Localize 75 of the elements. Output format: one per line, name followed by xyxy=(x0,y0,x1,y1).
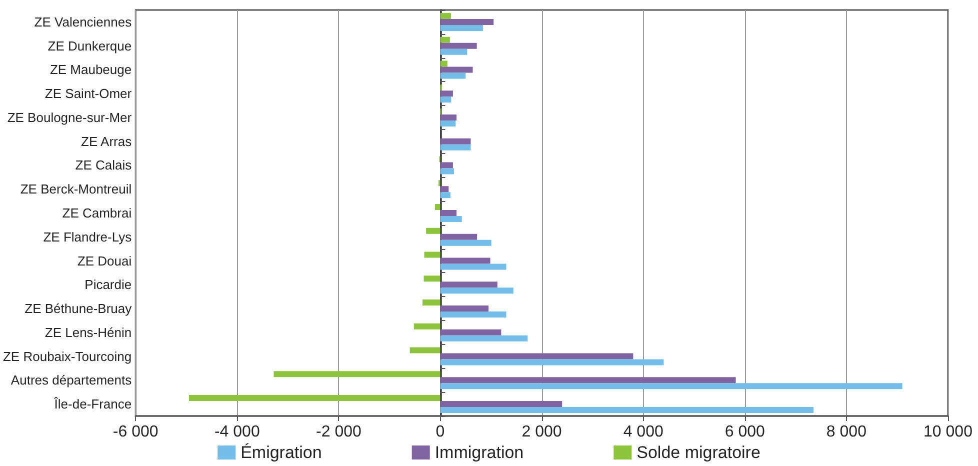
y-tick-label: ZE Béthune-Bruay xyxy=(24,301,132,316)
bar xyxy=(440,240,492,246)
y-tick-label: ZE Boulogne-sur-Mer xyxy=(7,110,132,125)
bar xyxy=(414,323,440,330)
y-tick-label: ZE Calais xyxy=(75,158,132,173)
x-tick-label: -2 000 xyxy=(316,424,362,440)
bar xyxy=(440,144,471,150)
bar xyxy=(440,264,506,270)
bar xyxy=(440,288,514,294)
x-tick-label: -6 000 xyxy=(112,424,158,440)
y-tick-label: ZE Douai xyxy=(77,253,132,268)
bar xyxy=(440,335,528,342)
x-tick-label: 2 000 xyxy=(522,424,562,440)
y-tick-label: Île-de-France xyxy=(53,396,132,412)
y-tick-label: Autres départements xyxy=(10,372,132,388)
bar xyxy=(440,162,453,168)
bar xyxy=(440,329,502,336)
y-tick-label: ZE Arras xyxy=(81,134,132,149)
x-tick-label: 4 000 xyxy=(623,424,664,440)
y-tick-label: ZE Dunkerque xyxy=(48,38,132,54)
bar xyxy=(424,276,440,282)
x-tick-label: 6 000 xyxy=(724,424,766,440)
bar xyxy=(440,186,449,192)
legend-label: Immigration xyxy=(434,443,524,462)
bar xyxy=(440,72,466,79)
y-tick-label: ZE Maubeuge xyxy=(50,62,132,78)
bar xyxy=(440,138,471,144)
y-tick-label: ZE Flandre-Lys xyxy=(43,229,132,244)
legend-label: Émigration xyxy=(240,443,322,462)
bar xyxy=(440,306,488,312)
bar xyxy=(440,90,453,97)
bar xyxy=(440,401,562,408)
bar xyxy=(426,228,440,234)
bar xyxy=(424,252,440,258)
bar xyxy=(440,120,456,126)
bar xyxy=(440,36,450,43)
bar xyxy=(440,66,473,73)
y-tick-label: ZE Roubaix-Tourcoing xyxy=(2,348,132,364)
bar xyxy=(440,24,483,31)
bar xyxy=(440,192,450,198)
bar xyxy=(440,210,457,216)
y-tick-label: ZE Cambrai xyxy=(62,206,132,220)
x-tick-label: 8 000 xyxy=(826,424,867,440)
legend-label: Solde migratoire xyxy=(636,443,760,462)
bar xyxy=(440,234,478,240)
y-tick-label: ZE Valenciennes xyxy=(34,14,132,30)
bar xyxy=(440,383,902,390)
bar xyxy=(440,312,506,318)
x-tick-label: 10 000 xyxy=(924,424,973,440)
bar xyxy=(274,371,440,378)
bar xyxy=(440,96,452,103)
bar xyxy=(440,258,490,264)
bar xyxy=(440,48,468,55)
bar xyxy=(440,407,814,414)
y-tick-label: ZE Berck-Montreuil xyxy=(20,182,132,197)
bar xyxy=(440,42,477,49)
bar xyxy=(440,353,634,360)
bar xyxy=(422,300,440,306)
bar xyxy=(410,347,440,354)
bar xyxy=(434,204,440,210)
bar xyxy=(440,359,664,366)
bar xyxy=(440,12,451,19)
x-tick-label: 0 xyxy=(436,424,445,440)
bar xyxy=(188,395,440,402)
bar xyxy=(440,114,457,120)
y-tick-label: ZE Lens-Hénin xyxy=(44,324,132,340)
y-tick-label: Picardie xyxy=(84,277,132,292)
bar xyxy=(440,168,454,174)
x-tick-label: -4 000 xyxy=(214,424,260,440)
bar xyxy=(440,282,498,288)
bar xyxy=(440,377,736,384)
bar xyxy=(440,216,462,222)
bar xyxy=(440,60,448,67)
bar xyxy=(440,18,494,25)
y-tick-label: ZE Saint-Omer xyxy=(44,86,132,102)
